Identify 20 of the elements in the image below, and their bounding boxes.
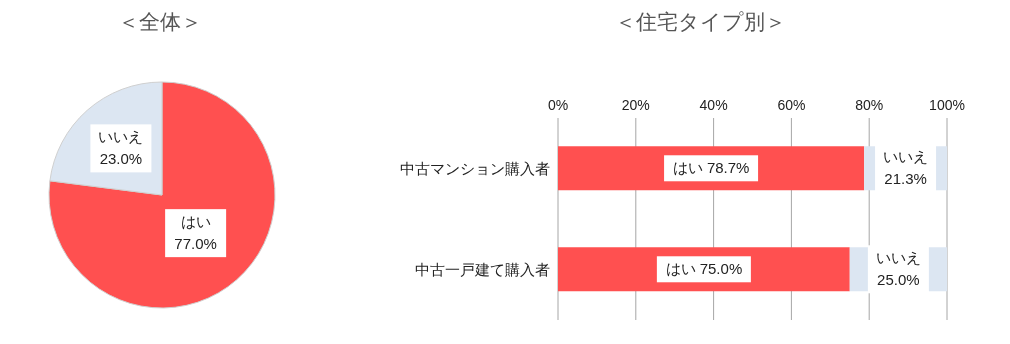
slice-label: いいえ [98,128,144,146]
x-tick-label: 20% [621,97,650,113]
y-tick-label: 中古一戸建て購入者 [415,260,550,278]
data-label: 21.3% [884,170,927,188]
slice-label: はい [180,213,211,231]
x-tick-label: 60% [777,97,806,113]
data-label: 77.0% [174,235,217,253]
text: はい 75.0% [665,260,743,278]
x-tick-label: 0% [547,97,569,113]
chart-title: ＜住宅タイプ別＞ [613,9,787,35]
data-label: 25.0% [877,271,920,289]
text: いいえ [875,249,921,267]
x-tick-label: 80% [855,97,884,113]
text: はい 78.7% [672,159,750,177]
x-tick-label: 100% [929,97,965,113]
x-tick-label: 40% [699,97,728,113]
series-label: いいえ [883,148,929,166]
y-tick-label: 中古マンション購入者 [400,159,550,177]
chart-title: ＜全体＞ [117,9,203,35]
data-label: 23.0% [99,150,143,168]
